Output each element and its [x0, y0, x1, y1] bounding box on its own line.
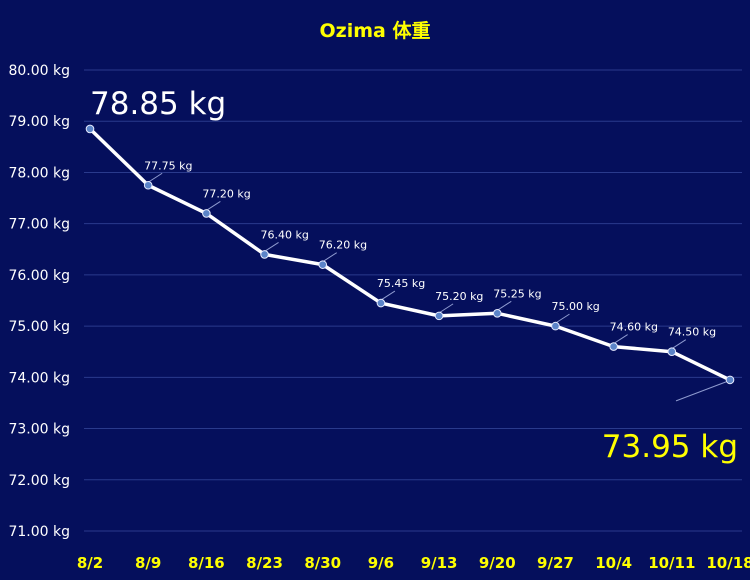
- y-tick-label: 74.00 kg: [8, 370, 70, 386]
- leader-line: [613, 334, 628, 345]
- data-label-last: 73.95 kg: [602, 429, 738, 465]
- x-tick-label: 9/20: [479, 554, 516, 572]
- x-tick-label: 8/23: [246, 554, 283, 572]
- data-point: [260, 250, 269, 259]
- y-axis-tick-labels: 80.00 kg 79.00 kg 78.00 kg 77.00 kg 76.00 kg…: [8, 63, 70, 540]
- data-points: [85, 124, 735, 385]
- leader-line: [675, 381, 727, 402]
- y-tick-label: 73.00 kg: [8, 422, 70, 438]
- data-label: 76.20 kg: [319, 239, 367, 252]
- x-tick-label: 9/13: [421, 554, 458, 572]
- y-tick-label: 77.00 kg: [8, 217, 70, 233]
- x-tick-label: 8/30: [304, 554, 341, 572]
- x-tick-label: 8/2: [77, 554, 103, 572]
- data-point: [492, 309, 502, 318]
- data-point: [551, 321, 560, 331]
- series-line: [88, 127, 731, 382]
- x-tick-label: 10/11: [648, 554, 695, 572]
- leader-line: [206, 201, 221, 211]
- x-tick-label: 10/4: [595, 554, 632, 572]
- label-leader-lines: [147, 172, 727, 402]
- data-point: [667, 347, 677, 357]
- data-label: 75.00 kg: [551, 300, 599, 313]
- x-tick-label: 8/16: [188, 554, 225, 572]
- leader-line: [380, 290, 396, 301]
- leader-line: [438, 303, 454, 314]
- y-tick-label: 71.00 kg: [8, 524, 70, 540]
- data-point: [725, 375, 735, 385]
- data-point: [318, 260, 328, 269]
- leader-line: [555, 313, 570, 324]
- y-tick-label: 72.00 kg: [8, 473, 70, 489]
- data-label: 75.20 kg: [435, 290, 483, 303]
- leader-line: [147, 172, 163, 183]
- leader-line: [497, 300, 512, 311]
- data-label: 74.50 kg: [668, 326, 716, 339]
- chart-title: Ozima 体重: [320, 19, 431, 42]
- series-line-layer: [88, 127, 731, 382]
- data-point: [85, 124, 95, 134]
- data-labels: 78.85 kg 77.75 kg 77.20 kg 76.40 kg 76.20 kg…: [90, 86, 738, 465]
- data-point: [434, 311, 444, 321]
- data-label-first: 78.85 kg: [90, 86, 226, 122]
- y-tick-label: 79.00 kg: [8, 114, 70, 130]
- y-tick-label: 80.00 kg: [8, 63, 70, 79]
- x-tick-label: 9/6: [368, 554, 394, 572]
- data-label: 75.45 kg: [377, 277, 425, 290]
- x-tick-label: 9/27: [537, 554, 574, 572]
- data-point: [202, 209, 211, 218]
- x-tick-label: 10/18: [706, 554, 750, 572]
- leader-line: [264, 241, 279, 252]
- data-label: 77.75 kg: [144, 159, 192, 172]
- leader-line: [322, 252, 337, 263]
- y-tick-label: 78.00 kg: [8, 165, 70, 181]
- data-point: [143, 180, 153, 190]
- x-axis-tick-labels: 8/2 8/9 8/16 8/23 8/30 9/6 9/13 9/20 9/27 10/4 10/…: [77, 554, 750, 572]
- data-label: 76.40 kg: [261, 228, 309, 241]
- data-point: [376, 298, 386, 308]
- x-tick-label: 8/9: [135, 554, 161, 572]
- data-label: 77.20 kg: [202, 187, 250, 200]
- y-tick-label: 75.00 kg: [8, 319, 70, 335]
- leader-line: [671, 339, 687, 350]
- y-tick-label: 76.00 kg: [8, 268, 70, 284]
- data-label: 75.25 kg: [493, 287, 541, 300]
- gridlines: [84, 69, 742, 532]
- data-point: [609, 342, 618, 351]
- data-label: 74.60 kg: [610, 321, 658, 334]
